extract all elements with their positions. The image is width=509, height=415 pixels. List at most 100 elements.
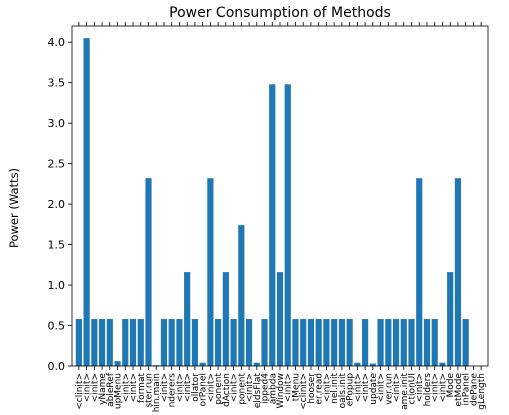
y-tick-label: 2.5 xyxy=(48,158,66,171)
bar xyxy=(315,319,322,366)
bar xyxy=(137,319,144,366)
bar xyxy=(416,178,423,366)
bar xyxy=(431,319,438,366)
bar xyxy=(83,38,90,367)
x-tick-label: gLength xyxy=(477,373,487,410)
bar xyxy=(423,319,431,366)
y-tick-label: 1.0 xyxy=(48,279,66,292)
y-tick-label: 3.0 xyxy=(48,117,66,130)
bar xyxy=(276,272,284,366)
bar xyxy=(447,272,454,366)
bar xyxy=(354,362,361,366)
bar xyxy=(106,319,113,366)
x-tick-label: ollator xyxy=(191,373,201,402)
bar xyxy=(392,319,400,366)
y-tick-label: 0.0 xyxy=(48,360,66,373)
y-tick-label: 4.0 xyxy=(48,36,66,49)
bar xyxy=(462,319,469,366)
x-tick-label: <init> xyxy=(175,373,185,402)
bar xyxy=(222,272,229,366)
bar xyxy=(238,225,245,366)
x-tick-label: ponent xyxy=(237,373,247,405)
bar xyxy=(300,319,307,366)
x-tick-label: orPanel xyxy=(199,373,209,407)
x-tick-label: ctionUI xyxy=(408,373,418,404)
x-tick-label: Mode xyxy=(446,373,456,398)
bar xyxy=(385,319,392,366)
bar xyxy=(408,319,415,366)
x-tick-label: yName xyxy=(98,373,108,405)
x-tick-label: tMenu xyxy=(291,373,301,401)
bar xyxy=(176,319,183,366)
bar xyxy=(331,319,338,366)
x-tick-label: <init> xyxy=(129,373,139,402)
bar xyxy=(122,319,129,366)
bar xyxy=(323,319,330,366)
x-tick-label: oals.init xyxy=(338,373,348,409)
bar xyxy=(284,84,291,367)
x-tick-label: format xyxy=(137,373,147,403)
bar xyxy=(191,319,198,366)
bar xyxy=(454,178,462,366)
x-tick-label: hin.main xyxy=(152,373,162,412)
x-tick-label: ePopup xyxy=(346,373,356,407)
bar xyxy=(98,319,106,366)
x-tick-label: update xyxy=(369,373,379,405)
x-tick-label: dAction xyxy=(222,373,232,407)
x-tick-label: <init> xyxy=(377,373,387,402)
bar xyxy=(184,272,191,366)
bar xyxy=(145,178,152,366)
x-tick-label: <init> xyxy=(183,373,193,402)
x-tick-label: <init> xyxy=(353,373,363,402)
x-tick-label: <init> xyxy=(284,373,294,402)
bar xyxy=(91,319,98,366)
x-tick-label: ponent xyxy=(214,373,224,405)
x-tick-label: Window xyxy=(276,373,286,409)
bar xyxy=(230,319,237,366)
bar xyxy=(362,319,369,366)
x-tick-label: inPanel xyxy=(462,373,472,405)
bar xyxy=(129,319,137,366)
bar xyxy=(346,319,353,366)
bar xyxy=(114,361,121,366)
bar xyxy=(261,319,268,366)
bar xyxy=(199,362,206,366)
y-tick-label: 1.5 xyxy=(48,239,66,252)
x-tick-label: ster.run xyxy=(144,373,154,408)
x-tick-label: <clinit> xyxy=(299,373,309,410)
bar xyxy=(292,319,299,366)
x-tick-label: hooser xyxy=(307,373,317,404)
chart-title: Power Consumption of Methods xyxy=(169,5,391,21)
x-tick-label: <init> xyxy=(83,373,93,402)
x-tick-label: <init> xyxy=(230,373,240,402)
bar xyxy=(269,84,276,367)
x-tick-label: <init> xyxy=(415,373,425,402)
x-tick-label: holders xyxy=(423,373,433,407)
x-tick-label: <init> xyxy=(322,373,332,402)
bar xyxy=(253,362,260,366)
x-tick-label: etMode xyxy=(454,373,464,407)
bar xyxy=(168,319,175,366)
x-tick-label: <init> xyxy=(90,373,100,402)
x-tick-label: dePane xyxy=(469,373,479,406)
bar xyxy=(153,365,160,366)
x-tick-label: er.read xyxy=(315,373,325,405)
x-tick-label: nel.init xyxy=(330,373,340,404)
x-tick-label: <init> xyxy=(160,373,170,402)
bar xyxy=(377,319,384,366)
x-tick-label: <init> xyxy=(245,373,255,402)
x-tick-label: ambda xyxy=(268,373,278,404)
x-tick-label: <init> xyxy=(121,373,131,402)
bar xyxy=(245,319,253,366)
x-tick-label: <init> xyxy=(431,373,441,402)
x-tick-label: ver.run xyxy=(384,373,394,405)
bar xyxy=(400,319,407,366)
x-tick-label: <clinit> xyxy=(75,373,85,410)
bar xyxy=(75,319,82,366)
bar xyxy=(160,319,168,366)
y-tick-label: 2.0 xyxy=(48,198,66,211)
x-tick-label: ipped4 xyxy=(261,373,271,404)
x-tick-label: <init> xyxy=(438,373,448,402)
bar xyxy=(338,319,345,366)
x-tick-label: ableRef xyxy=(106,372,116,407)
